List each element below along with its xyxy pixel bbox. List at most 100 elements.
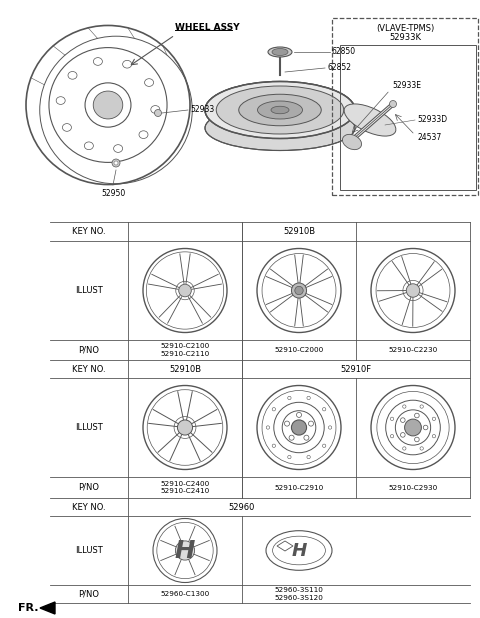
Ellipse shape — [239, 95, 321, 125]
Circle shape — [323, 444, 326, 447]
Ellipse shape — [84, 142, 94, 150]
Text: KEY NO.: KEY NO. — [72, 502, 106, 512]
Text: P/NO: P/NO — [79, 483, 99, 492]
Circle shape — [307, 455, 310, 459]
Circle shape — [272, 407, 276, 411]
Ellipse shape — [93, 91, 123, 119]
Circle shape — [400, 418, 405, 423]
Ellipse shape — [94, 57, 102, 66]
Text: 62850: 62850 — [332, 48, 356, 56]
Circle shape — [295, 286, 303, 295]
Circle shape — [389, 101, 396, 108]
Text: 52910-C2100
52910-C2110: 52910-C2100 52910-C2110 — [160, 344, 210, 357]
Circle shape — [288, 455, 291, 459]
Ellipse shape — [272, 48, 288, 56]
Circle shape — [420, 405, 423, 408]
Text: ILLUST: ILLUST — [75, 546, 103, 555]
Circle shape — [390, 434, 394, 438]
Text: (VLAVE-TPMS): (VLAVE-TPMS) — [376, 23, 434, 33]
Ellipse shape — [56, 96, 65, 104]
Text: 62852: 62852 — [327, 64, 351, 72]
Text: 52910F: 52910F — [340, 365, 372, 373]
Ellipse shape — [257, 101, 302, 119]
Text: 52910-C2930: 52910-C2930 — [388, 485, 438, 491]
Ellipse shape — [257, 101, 302, 119]
Circle shape — [285, 421, 289, 426]
Circle shape — [297, 412, 301, 417]
Circle shape — [423, 425, 428, 430]
Ellipse shape — [216, 86, 344, 134]
Circle shape — [114, 161, 118, 165]
Circle shape — [178, 420, 192, 435]
Circle shape — [175, 541, 194, 560]
Ellipse shape — [68, 72, 77, 79]
Text: H: H — [291, 541, 307, 559]
Circle shape — [289, 435, 294, 440]
Text: 24537: 24537 — [417, 133, 441, 143]
Text: FR.: FR. — [18, 603, 38, 613]
Text: 52933E: 52933E — [392, 80, 421, 90]
Circle shape — [323, 407, 326, 411]
Text: P/NO: P/NO — [79, 590, 99, 598]
Ellipse shape — [239, 95, 321, 125]
Ellipse shape — [271, 106, 289, 114]
Ellipse shape — [139, 131, 148, 138]
Text: WHEEL ASSY: WHEEL ASSY — [175, 23, 240, 33]
Circle shape — [291, 283, 307, 298]
Circle shape — [420, 447, 423, 450]
Ellipse shape — [114, 145, 122, 153]
Ellipse shape — [205, 82, 355, 138]
Circle shape — [415, 437, 419, 442]
Text: 52960: 52960 — [229, 502, 255, 512]
Circle shape — [266, 426, 270, 429]
Ellipse shape — [151, 106, 160, 113]
Text: 52950: 52950 — [101, 188, 125, 198]
Ellipse shape — [271, 106, 289, 114]
Text: 52960-C1300: 52960-C1300 — [160, 591, 210, 597]
Ellipse shape — [342, 134, 361, 150]
Text: 52960-3S110
52960-3S120: 52960-3S110 52960-3S120 — [275, 588, 324, 601]
Polygon shape — [40, 602, 55, 614]
Text: 52910-C2910: 52910-C2910 — [275, 485, 324, 491]
Circle shape — [179, 284, 192, 297]
Text: ILLUST: ILLUST — [75, 423, 103, 432]
Ellipse shape — [122, 61, 132, 68]
Circle shape — [155, 109, 161, 117]
Text: 52910-C2230: 52910-C2230 — [388, 347, 438, 353]
Text: 52910B: 52910B — [283, 227, 315, 236]
Text: P/NO: P/NO — [79, 345, 99, 355]
Text: 52933D: 52933D — [417, 116, 447, 124]
Circle shape — [400, 433, 405, 437]
Text: KEY NO.: KEY NO. — [72, 365, 106, 373]
Circle shape — [406, 284, 420, 297]
Text: ILLUST: ILLUST — [75, 286, 103, 295]
Text: 52910B: 52910B — [169, 365, 201, 373]
Circle shape — [432, 417, 436, 420]
Ellipse shape — [216, 86, 344, 134]
Ellipse shape — [205, 82, 355, 138]
Circle shape — [304, 435, 309, 440]
Circle shape — [432, 434, 436, 438]
Circle shape — [390, 417, 394, 420]
Text: H: H — [175, 538, 195, 562]
Ellipse shape — [144, 78, 154, 87]
Circle shape — [272, 444, 276, 447]
Text: 52910-C2000: 52910-C2000 — [275, 347, 324, 353]
Circle shape — [291, 420, 307, 435]
Circle shape — [112, 159, 120, 167]
Circle shape — [403, 405, 406, 408]
Text: 52933K: 52933K — [389, 33, 421, 43]
Text: KEY NO.: KEY NO. — [72, 227, 106, 236]
Circle shape — [288, 396, 291, 400]
Circle shape — [403, 447, 406, 450]
Bar — [332, 18, 478, 195]
Text: 52933: 52933 — [190, 106, 214, 114]
Circle shape — [307, 396, 310, 400]
Ellipse shape — [62, 124, 72, 131]
Ellipse shape — [268, 47, 292, 57]
Text: 52910-C2400
52910-C2410: 52910-C2400 52910-C2410 — [160, 481, 210, 494]
Ellipse shape — [344, 104, 396, 136]
Ellipse shape — [205, 106, 355, 151]
Circle shape — [415, 413, 419, 418]
Circle shape — [328, 426, 332, 429]
